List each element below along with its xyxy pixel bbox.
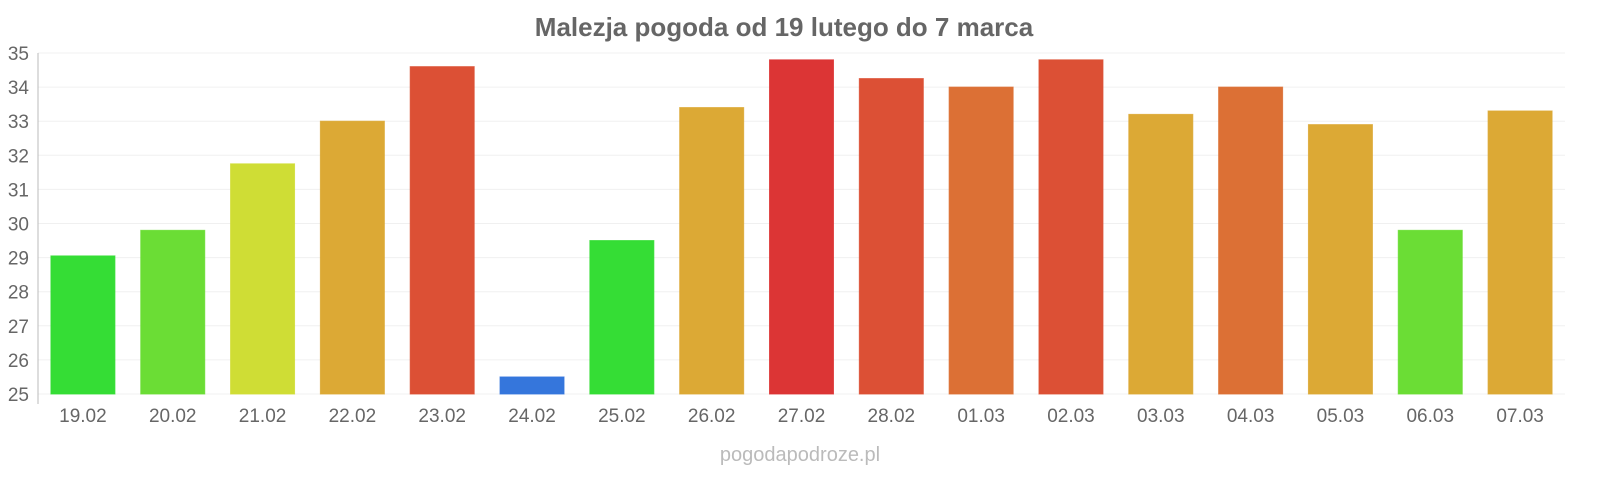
bar-05.03[interactable] <box>1307 124 1373 395</box>
x-tick-label: 23.02 <box>418 406 466 427</box>
bar-20.02[interactable] <box>140 229 206 395</box>
bar-28.02[interactable] <box>858 78 924 395</box>
y-tick-label: 26 <box>8 351 29 372</box>
y-tick-label: 31 <box>8 180 29 201</box>
watermark: pogodapodroze.pl <box>720 444 880 466</box>
x-tick-label: 25.02 <box>598 406 646 427</box>
bar-25.02[interactable] <box>589 240 655 395</box>
bar-19.02[interactable] <box>50 255 116 395</box>
x-tick-label: 22.02 <box>329 406 377 427</box>
x-tick-label: 19.02 <box>59 406 107 427</box>
x-tick-label: 06.03 <box>1406 406 1454 427</box>
x-tick-label: 28.02 <box>868 406 916 427</box>
bar-26.02[interactable] <box>679 107 745 395</box>
bar-24.02[interactable] <box>499 376 565 395</box>
y-tick-label: 30 <box>8 215 29 236</box>
x-tick-label: 01.03 <box>957 406 1005 427</box>
bar-27.02[interactable] <box>769 59 834 395</box>
x-tick-label: 02.03 <box>1047 406 1095 427</box>
x-tick-label: 20.02 <box>149 406 197 427</box>
y-tick-label: 27 <box>8 317 29 338</box>
bar-22.02[interactable] <box>319 120 385 395</box>
y-tick-label: 35 <box>8 44 29 65</box>
bar-23.02[interactable] <box>409 66 475 395</box>
x-tick-label: 04.03 <box>1227 406 1275 427</box>
x-tick-label: 03.03 <box>1137 406 1185 427</box>
bar-03.03[interactable] <box>1128 113 1194 395</box>
y-tick-label: 28 <box>8 283 29 304</box>
x-tick-label: 26.02 <box>688 406 736 427</box>
x-tick-label: 27.02 <box>778 406 826 427</box>
y-tick-label: 34 <box>8 78 30 99</box>
x-tick-label: 21.02 <box>239 406 287 427</box>
x-tick-label: 05.03 <box>1317 406 1365 427</box>
bar-07.03[interactable] <box>1487 110 1553 395</box>
chart-title: Malezja pogoda od 19 lutego do 7 marca <box>535 12 1034 42</box>
bar-04.03[interactable] <box>1218 86 1284 395</box>
x-tick-label: 07.03 <box>1496 406 1544 427</box>
bar-01.03[interactable] <box>948 86 1014 395</box>
y-tick-label: 25 <box>8 385 29 406</box>
bar-02.03[interactable] <box>1038 59 1104 395</box>
bar-21.02[interactable] <box>230 163 296 395</box>
y-tick-label: 33 <box>8 112 29 133</box>
x-tick-label: 24.02 <box>508 406 556 427</box>
y-tick-label: 32 <box>8 146 29 167</box>
bar-06.03[interactable] <box>1397 229 1463 395</box>
y-tick-label: 29 <box>8 249 29 270</box>
